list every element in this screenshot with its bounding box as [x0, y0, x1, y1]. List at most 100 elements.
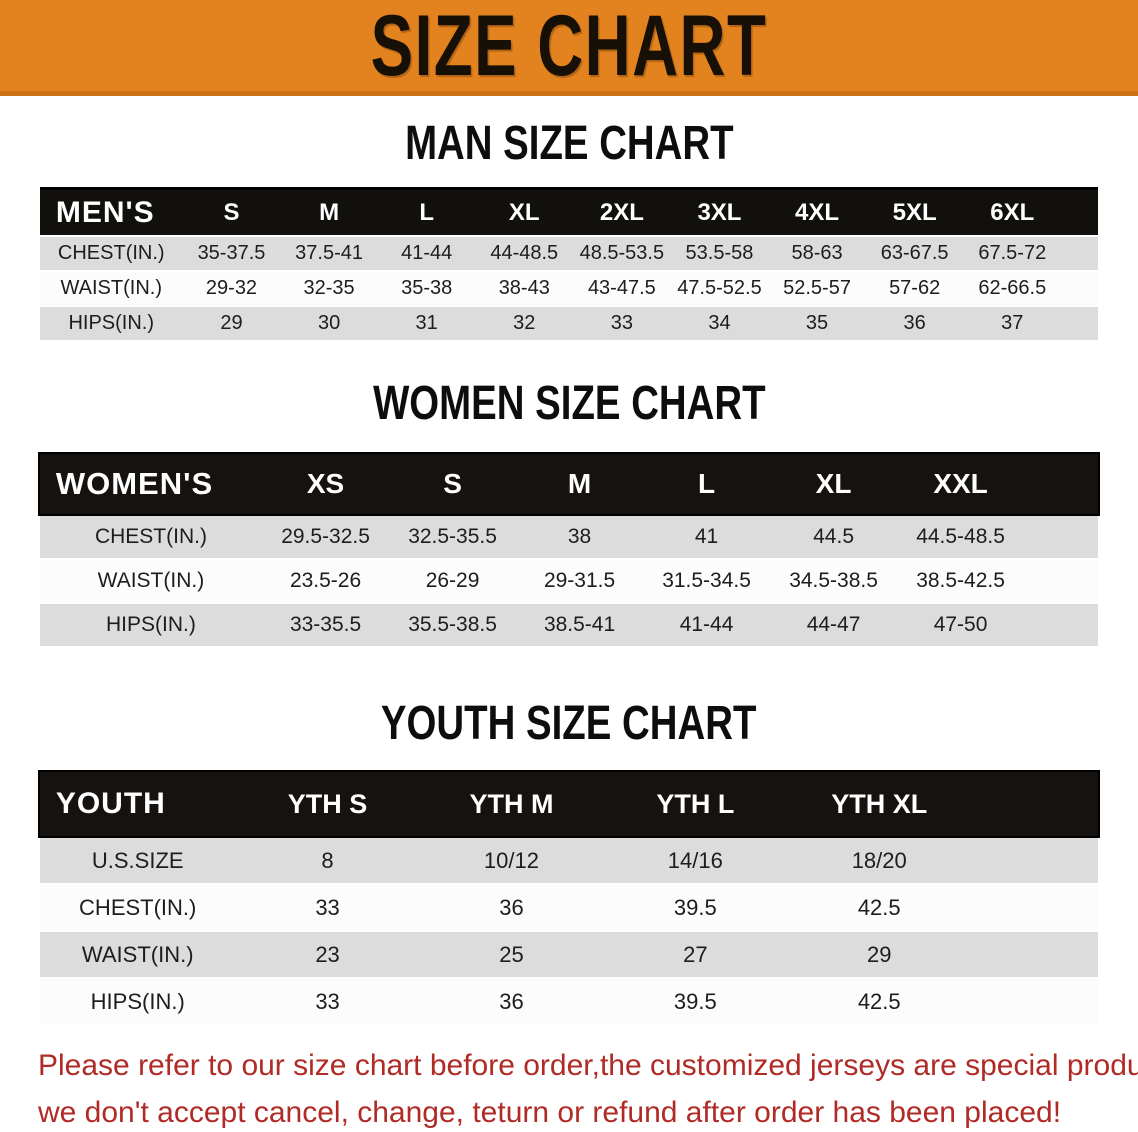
spacer-cell: [1061, 190, 1098, 235]
table-corner-label: MEN'S: [55, 195, 155, 229]
size-column-header: 3XL: [697, 198, 742, 226]
size-column-header: M: [516, 454, 644, 514]
measurement-value: 57-62: [889, 277, 941, 299]
measurement-value: 8: [321, 847, 334, 873]
order-notice: Please refer to our size chart before or…: [38, 1042, 1138, 1132]
spacer-cell: [971, 838, 1098, 883]
measurement-label: WAIST(IN.): [81, 941, 194, 967]
measurement-value: 23: [315, 941, 340, 967]
measurement-value: 42.5: [857, 988, 901, 1014]
spacer-cell: [1024, 604, 1098, 646]
measurement-value: 67.5-72: [978, 242, 1047, 264]
spacer-cell: [1061, 237, 1098, 270]
size-chart-banner: SIZE CHART: [0, 0, 1138, 96]
measurement-row: HIPS(IN.) 33-35.5 35.5-38.5 38.5-41 41-44 44-…: [39, 604, 1099, 646]
measurement-row: U.S.SIZE 8 10/12 14/16 18/20: [39, 838, 1099, 883]
measurement-value: 14/16: [667, 847, 723, 873]
size-header-row: YOUTH YTH S YTH M YTH L YTH XL: [37, 770, 1101, 838]
measurement-value: 33-35.5: [289, 613, 362, 636]
measurement-value: 42.5: [857, 894, 901, 920]
measurement-value: 34: [708, 312, 731, 334]
measurement-value: 37.5-41: [295, 242, 363, 264]
measurement-row: CHEST(IN.) 35-37.5 37.5-41 41-44 44-48.5 48.5…: [39, 237, 1099, 270]
mens-size-table: MEN'S S M L XL 2XL 3XL 4XL 5XL 6XL CHEST(IN.) 35-37…: [39, 188, 1099, 342]
youth-section-heading-text: YOUTH SIZE CHART: [381, 697, 757, 750]
measurement-value: 33: [610, 312, 633, 334]
measurement-value: 38: [567, 525, 592, 548]
table-corner-label: WOMEN'S: [39, 454, 263, 514]
size-column-header: YTH M: [419, 772, 604, 836]
measurement-row: HIPS(IN.) 33 36 39.5 42.5: [39, 979, 1099, 1024]
measurement-value: 32-35: [303, 277, 355, 299]
measurement-label: U.S.SIZE: [91, 847, 184, 873]
size-column-header: XL: [770, 454, 898, 514]
women-section-heading: WOMEN SIZE CHART: [0, 378, 1138, 430]
measurement-label: HIPS(IN.): [106, 613, 196, 636]
measurement-value: 41-44: [679, 613, 734, 636]
size-column-header: 5XL: [892, 198, 937, 226]
measurement-value: 29.5-32.5: [281, 525, 370, 548]
size-column-header: XS: [262, 454, 390, 514]
measurement-value: 29-31.5: [543, 569, 616, 592]
measurement-label: WAIST(IN.): [60, 277, 162, 299]
size-column-header: YTH XL: [787, 772, 972, 836]
size-column-header: L: [643, 454, 771, 514]
measurement-value: 29: [866, 941, 892, 967]
measurement-value: 41: [694, 525, 719, 548]
size-column-header: YTH L: [603, 772, 788, 836]
measurement-label: CHEST(IN.): [57, 242, 165, 264]
measurement-value: 30: [317, 312, 341, 334]
measurement-value: 34.5-38.5: [789, 569, 878, 592]
measurement-row: WAIST(IN.) 23 25 27 29: [39, 932, 1099, 977]
spacer-cell: [971, 885, 1098, 930]
measurement-value: 36: [499, 988, 524, 1014]
size-column-header: S: [223, 198, 240, 226]
measurement-value: 33: [315, 988, 340, 1014]
measurement-value: 31.5-34.5: [662, 569, 751, 592]
size-column-header: S: [389, 454, 517, 514]
spacer-cell: [1024, 516, 1098, 558]
measurement-row: CHEST(IN.) 33 36 39.5 42.5: [39, 885, 1099, 930]
measurement-value: 35-37.5: [197, 242, 266, 264]
measurement-value: 58-63: [791, 242, 843, 264]
womens-size-table: WOMEN'S XS S M L XL XXL CHEST(IN.) 29.5-32.5 32.5…: [37, 452, 1101, 648]
measurement-value: 53.5-58: [685, 242, 754, 264]
measurement-value: 35-38: [401, 277, 453, 299]
measurement-value: 29-32: [205, 277, 258, 299]
measurement-value: 44-47: [806, 613, 861, 636]
measurement-value: 47.5-52.5: [677, 277, 762, 299]
measurement-value: 44.5: [813, 525, 854, 548]
measurement-value: 38.5-42.5: [916, 569, 1005, 592]
measurement-value: 39.5: [673, 894, 717, 920]
size-column-header: L: [419, 198, 434, 226]
measurement-value: 18/20: [851, 847, 907, 873]
measurement-value: 48.5-53.5: [579, 242, 665, 264]
measurement-value: 10/12: [483, 847, 539, 873]
measurement-value: 32: [513, 312, 536, 334]
spacer-cell: [971, 772, 1099, 836]
size-column-header: YTH S: [235, 772, 420, 836]
measurement-value: 63-67.5: [880, 242, 949, 264]
table-corner-label: YOUTH: [39, 772, 236, 836]
banner-title: SIZE CHART: [370, 0, 768, 94]
measurement-label: WAIST(IN.): [97, 569, 205, 592]
women-section-heading-text: WOMEN SIZE CHART: [372, 377, 766, 430]
size-column-header: M: [319, 198, 340, 226]
man-section-heading-text: MAN SIZE CHART: [404, 117, 734, 170]
measurement-value: 39.5: [673, 988, 717, 1014]
measurement-label: HIPS(IN.): [90, 988, 185, 1014]
measurement-row: WAIST(IN.) 29-32 32-35 35-38 38-43 43-47.5 47.…: [39, 272, 1099, 305]
measurement-value: 44-48.5: [490, 242, 559, 264]
youth-size-table: YOUTH YTH S YTH M YTH L YTH XL U.S.SIZE 8 10/12…: [37, 770, 1101, 1026]
spacer-cell: [971, 979, 1098, 1024]
size-column-header: 2XL: [599, 198, 644, 226]
spacer-cell: [1061, 272, 1098, 305]
spacer-cell: [971, 932, 1098, 977]
measurement-value: 33: [315, 894, 340, 920]
measurement-value: 62-66.5: [978, 277, 1047, 299]
measurement-value: 43-47.5: [587, 277, 656, 299]
measurement-value: 29: [220, 312, 243, 334]
measurement-value: 26-29: [425, 569, 480, 592]
youth-section-heading: YOUTH SIZE CHART: [0, 698, 1138, 750]
